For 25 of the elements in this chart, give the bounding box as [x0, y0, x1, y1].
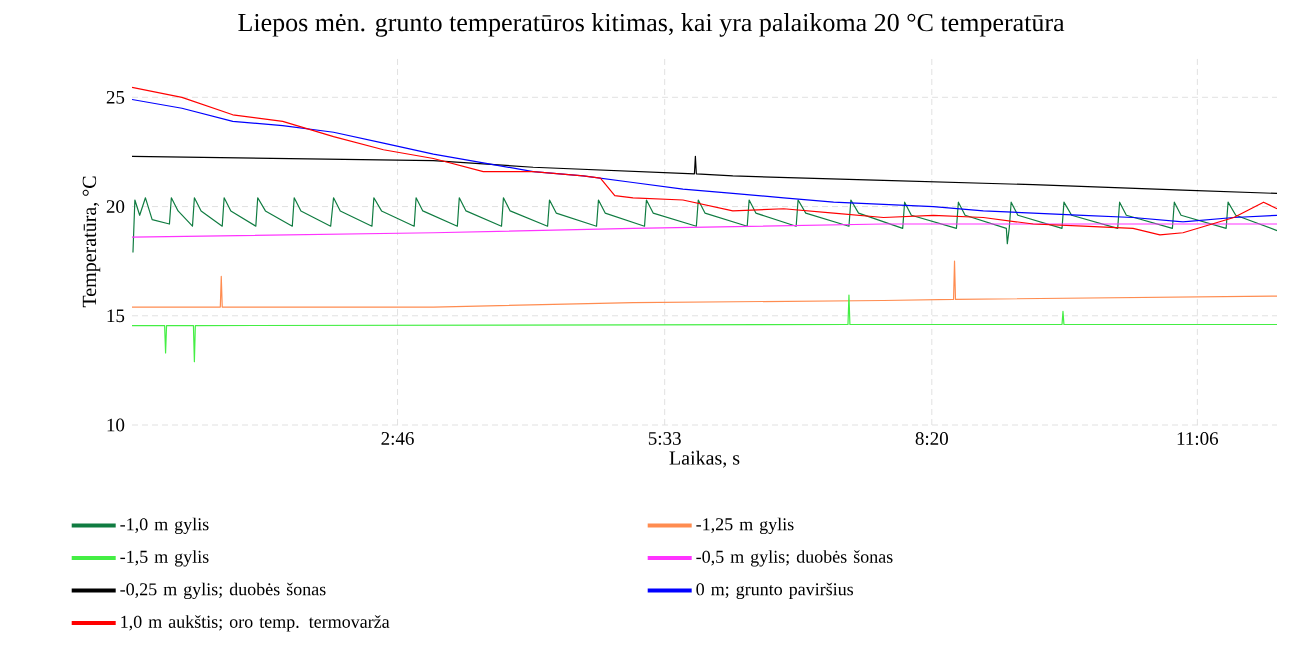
line-series [132, 98, 1278, 223]
x-tick-label: 11:06 [1177, 432, 1219, 445]
line-series [132, 197, 1278, 254]
y-tick-label: 15 [107, 309, 125, 323]
legend-label: -1,5 m gylis [120, 550, 209, 567]
y-axis-title: Temperatūra, °C [82, 176, 101, 308]
line-series [132, 260, 1278, 308]
chart-title: Liepos mėn. grunto temperatūros kitimas, kai yra palaikoma 20 °C temperatūra [238, 13, 1065, 37]
line-series [132, 223, 1278, 238]
line-series [132, 294, 1278, 363]
x-tick-label: 8:20 [915, 432, 948, 445]
legend-label: 1,0 m aukštis; oro temp. termovarža [121, 615, 390, 632]
legend-label: 0 m; grunto paviršius [696, 582, 854, 600]
y-tick-label: 10 [107, 418, 125, 432]
y-tick-label: 25 [106, 90, 125, 104]
x-axis-title: Laikas, s [669, 450, 740, 468]
x-tick-label: 2:46 [381, 432, 414, 445]
legend-label: -0,25 m gylis; duobės šonas [120, 582, 326, 600]
x-tick-label: 5:33 [648, 432, 681, 445]
line-series [132, 86, 1278, 236]
y-tick-label: 20 [106, 200, 125, 213]
legend-label: -1,0 m gylis [120, 517, 209, 535]
legend-label: -0,5 m gylis; duobės šonas [696, 550, 893, 567]
legend-label: -1,25 m gylis [696, 517, 794, 535]
line-series [132, 155, 1278, 195]
